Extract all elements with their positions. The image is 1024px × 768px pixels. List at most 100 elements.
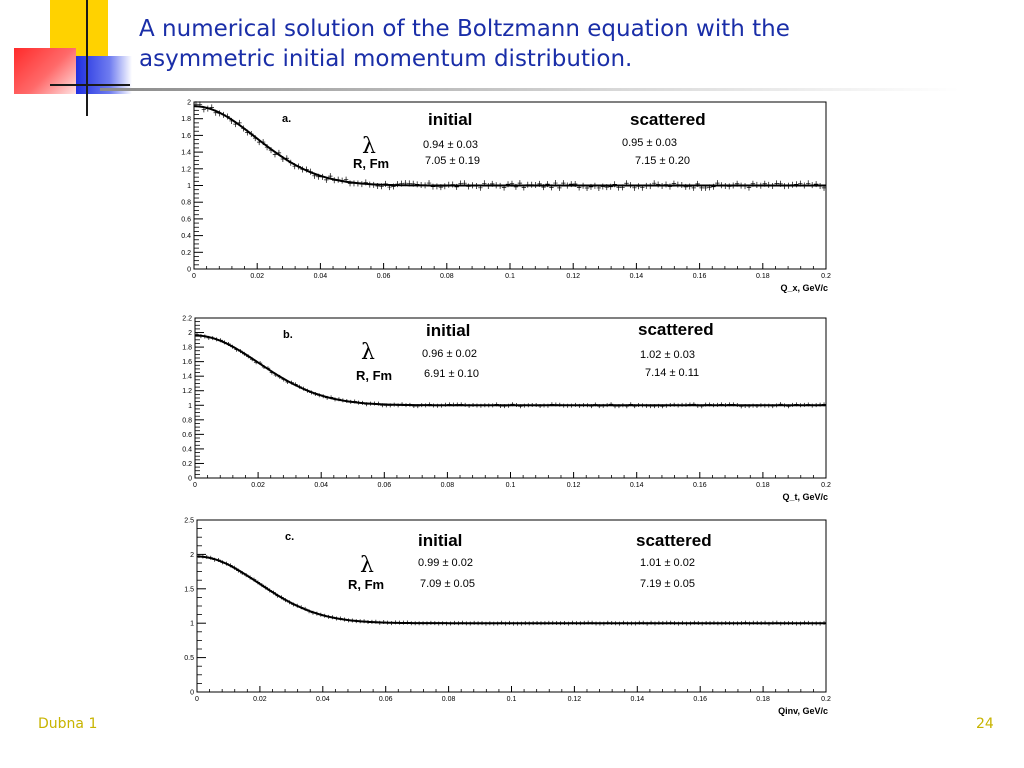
- row-label-lambda: λ: [361, 340, 375, 365]
- title-divider: [100, 88, 960, 91]
- y-tick-label: 0.5: [184, 655, 194, 662]
- page-number: 24: [976, 716, 994, 732]
- plot-frame: [196, 519, 827, 693]
- x-tick-label: 0.04: [316, 696, 330, 703]
- fit-curve: [194, 334, 826, 407]
- x-tick-label: 0.08: [441, 482, 455, 489]
- corner-decoration: [0, 0, 140, 120]
- y-tick-label: 1.6: [181, 133, 191, 140]
- y-tick-label: 1: [187, 183, 191, 190]
- col-head-scattered: scattered: [638, 320, 714, 339]
- footer-label: Dubna 1: [38, 716, 98, 732]
- chart-svg-b: 0 0.02 0.04 0.06 0.08 0.1 0.12 0.14 0.16 0.18 0.2 0…: [182, 316, 831, 503]
- x-tick-label: 0: [193, 482, 197, 489]
- y-tick-label: 0.6: [182, 432, 192, 439]
- panel-label: c.: [285, 531, 294, 543]
- data-point: [667, 183, 673, 190]
- y-tick-label: 0.4: [181, 233, 191, 240]
- deco-red-square: [14, 48, 76, 94]
- deco-vertical-line: [86, 0, 88, 116]
- x-tick-label: 0.12: [568, 696, 582, 703]
- row-label-r: R, Fm: [348, 577, 384, 592]
- col-head-scattered: scattered: [630, 110, 706, 129]
- x-tick-label: 0.08: [442, 696, 456, 703]
- plot-area: 0 0.02 0.04 0.06 0.08 0.1 0.12 0.14 0.16 0.18 0.2 0…: [182, 316, 831, 503]
- chart-svg-a: 0 0.02 0.04 0.06 0.08 0.1 0.12 0.14 0.16 0.18 0.2 0…: [181, 100, 831, 294]
- y-tick-label: 2: [187, 100, 191, 107]
- panel-label: b.: [283, 329, 293, 341]
- y-tick-label: 0.4: [182, 446, 192, 453]
- x-tick-label: 0.1: [507, 696, 517, 703]
- initial-lambda-value: 0.99 ± 0.02: [418, 557, 473, 569]
- x-tick-label: 0.04: [314, 273, 328, 280]
- deco-blue-square: [76, 56, 132, 94]
- x-tick-label: 0.06: [377, 482, 391, 489]
- x-axis-title: Q_x, GeV/c: [780, 283, 828, 293]
- x-tick-label: 0.18: [756, 482, 770, 489]
- fit-curve: [196, 555, 826, 625]
- initial-r-value: 6.91 ± 0.10: [424, 368, 479, 380]
- row-label-lambda: λ: [360, 553, 374, 578]
- deco-horizontal-line: [50, 84, 130, 86]
- x-tick-label: 0: [195, 696, 199, 703]
- x-tick-label: 0.04: [314, 482, 328, 489]
- y-tick-label: 1.6: [182, 359, 192, 366]
- col-head-scattered: scattered: [636, 531, 712, 550]
- x-axis-title: Q_t, GeV/c: [782, 492, 828, 502]
- x-tick-label: 0.06: [379, 696, 393, 703]
- row-label-r: R, Fm: [353, 156, 389, 171]
- x-tick-label: 0.12: [567, 482, 581, 489]
- col-head-initial: initial: [418, 531, 462, 550]
- scattered-r-value: 7.19 ± 0.05: [640, 578, 695, 590]
- y-tick-label: 1.4: [181, 150, 191, 157]
- scattered-r-value: 7.14 ± 0.11: [645, 367, 699, 379]
- y-tick-label: 0: [188, 476, 192, 483]
- fit-curve: [193, 105, 826, 187]
- row-label-lambda: λ: [362, 134, 376, 159]
- y-tick-label: 1: [190, 621, 194, 628]
- y-tick-label: 0.2: [181, 250, 191, 257]
- x-tick-label: 0.2: [821, 482, 831, 489]
- scattered-lambda-value: 1.02 ± 0.03: [640, 349, 695, 361]
- x-tick-label: 0.2: [821, 273, 831, 280]
- plot-frame: [194, 317, 827, 479]
- y-tick-label: 1: [188, 403, 192, 410]
- x-tick-label: 0.18: [756, 696, 770, 703]
- y-tick-label: 0.2: [182, 461, 192, 468]
- col-head-initial: initial: [428, 110, 472, 129]
- x-tick-label: 0.14: [630, 482, 644, 489]
- x-tick-label: 0.18: [756, 273, 770, 280]
- data-point: [655, 181, 661, 188]
- x-tick-label: 0.02: [253, 696, 267, 703]
- y-tick-label: 0: [187, 267, 191, 274]
- initial-r-value: 7.09 ± 0.05: [420, 578, 475, 590]
- x-tick-label: 0.14: [630, 696, 644, 703]
- x-tick-label: 0.02: [251, 482, 265, 489]
- initial-lambda-value: 0.94 ± 0.03: [423, 139, 478, 151]
- x-tick-label: 0.14: [630, 273, 644, 280]
- plot-area: 0 0.02 0.04 0.06 0.08 0.1 0.12 0.14 0.16 0.18 0.2 0…: [181, 100, 831, 294]
- x-tick-label: 0.12: [566, 273, 580, 280]
- x-tick-label: 0.02: [250, 273, 264, 280]
- chart-panel-b: 0 0.02 0.04 0.06 0.08 0.1 0.12 0.14 0.16 0.18 0.2 0…: [170, 308, 850, 504]
- slide-title: A numerical solution of the Boltzmann eq…: [139, 16, 790, 72]
- x-axis-title: Qinv, GeV/c: [778, 706, 828, 716]
- y-tick-label: 2: [188, 330, 192, 337]
- y-tick-label: 1.2: [181, 166, 191, 173]
- x-tick-label: 0.16: [693, 696, 707, 703]
- y-tick-label: 0.8: [181, 200, 191, 207]
- x-tick-label: 0.2: [821, 696, 831, 703]
- plot-area: 0 0.02 0.04 0.06 0.08 0.1 0.12 0.14 0.16 0.18 0.2 0…: [184, 518, 831, 717]
- y-tick-label: 0: [190, 690, 194, 697]
- panel-label: a.: [282, 113, 291, 125]
- x-tick-label: 0.16: [693, 482, 707, 489]
- scattered-r-value: 7.15 ± 0.20: [635, 155, 690, 167]
- y-tick-label: 2: [190, 552, 194, 559]
- y-tick-label: 0.6: [181, 216, 191, 223]
- scattered-lambda-value: 0.95 ± 0.03: [622, 137, 677, 149]
- x-tick-label: 0: [192, 273, 196, 280]
- chart-svg-c: 0 0.02 0.04 0.06 0.08 0.1 0.12 0.14 0.16 0.18 0.2 0…: [184, 518, 831, 717]
- x-tick-label: 0.1: [505, 273, 515, 280]
- chart-panel-c: 0 0.02 0.04 0.06 0.08 0.1 0.12 0.14 0.16 0.18 0.2 0…: [170, 512, 850, 726]
- y-tick-label: 1.2: [182, 388, 192, 395]
